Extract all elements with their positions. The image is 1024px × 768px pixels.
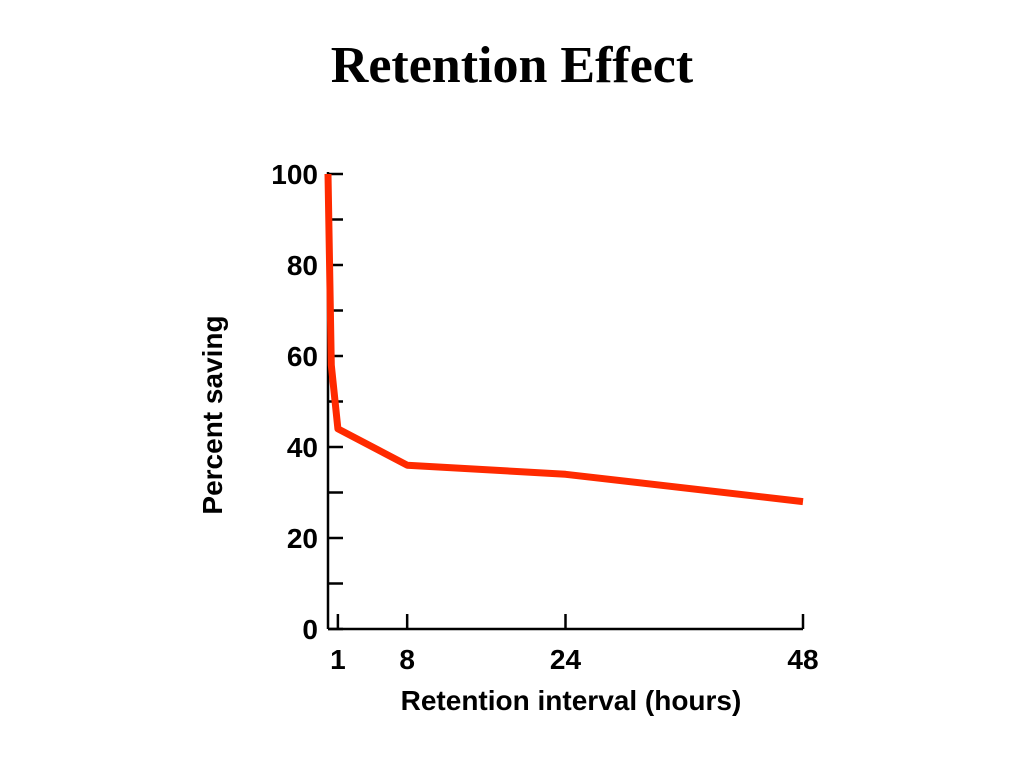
x-tick-label: 48 [787, 644, 818, 675]
y-tick-label: 80 [287, 250, 318, 281]
y-axis-ticks: 0 20 40 60 80 100 [271, 159, 343, 645]
x-tick-label: 8 [399, 644, 415, 675]
y-tick-label: 40 [287, 432, 318, 463]
slide-title: Retention Effect [330, 37, 694, 94]
x-tick-label: 1 [330, 644, 346, 675]
x-axis-ticks: 1 8 24 48 [330, 614, 819, 675]
x-tick-label: 24 [550, 644, 582, 675]
x-axis-label: Retention interval (hours) [401, 685, 742, 716]
y-tick-label: 60 [287, 341, 318, 372]
y-tick-label: 20 [287, 523, 318, 554]
y-axis-label: Percent saving [197, 315, 228, 514]
y-tick-label: 100 [271, 159, 318, 190]
series-line [324, 173, 804, 506]
y-tick-label: 0 [302, 614, 318, 645]
chart-axes [326, 172, 803, 631]
series-group [324, 173, 804, 506]
